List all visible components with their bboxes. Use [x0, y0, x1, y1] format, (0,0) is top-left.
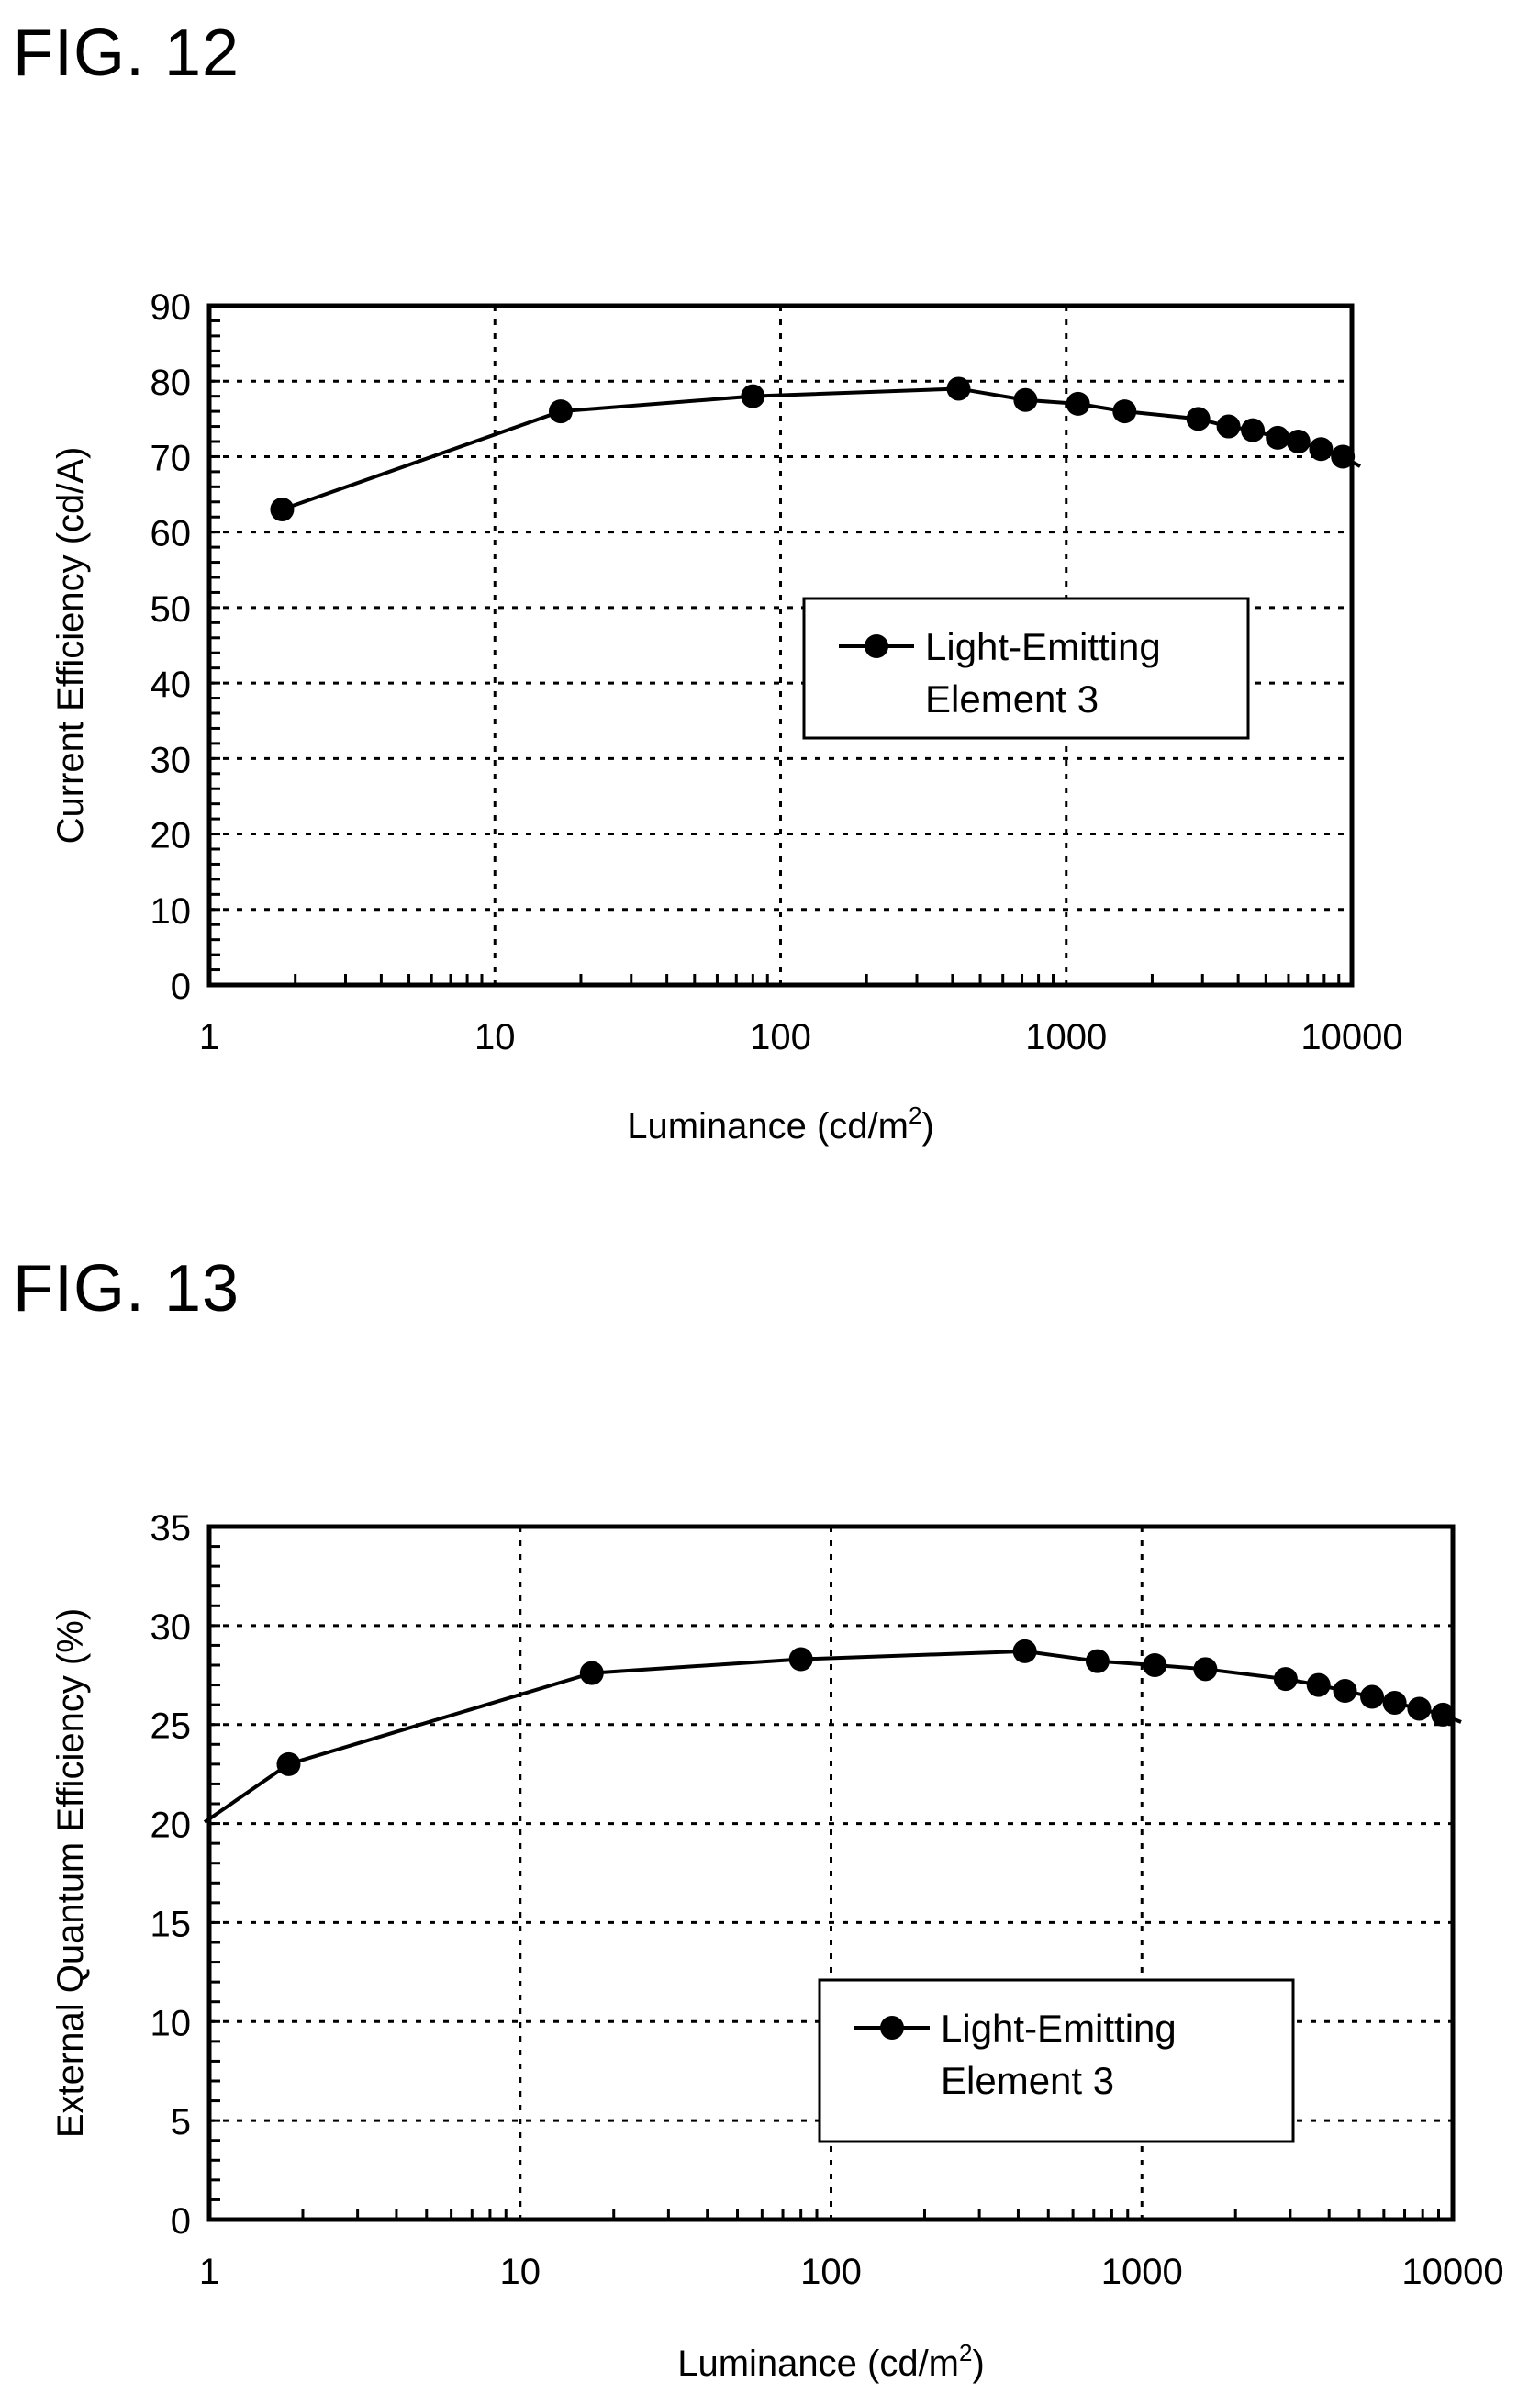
legend: Light-Emitting Element 3	[818, 1978, 1295, 2143]
data-point	[1286, 430, 1311, 453]
data-point	[1193, 1657, 1218, 1682]
data-point	[1085, 1649, 1110, 1673]
data-point	[1360, 1684, 1385, 1709]
data-point	[1143, 1653, 1167, 1677]
x-tick-label: 1	[199, 2252, 219, 2292]
y-tick-label: 30	[151, 1607, 192, 1648]
y-tick-label: 0	[171, 2201, 191, 2242]
x-tick-label: 100	[800, 2252, 862, 2292]
data-point	[1241, 418, 1266, 442]
data-point	[741, 384, 765, 408]
y-tick-label: 35	[151, 1508, 192, 1549]
y-axis-label: External Quantum Efficiency (%)	[50, 1608, 91, 2138]
data-point	[1112, 399, 1137, 424]
y-tick-label: 30	[151, 740, 192, 780]
x-tick-label: 1	[199, 1017, 219, 1057]
legend-label: Light-Emitting	[925, 625, 1161, 668]
data-point	[1431, 1702, 1456, 1727]
data-point	[1309, 437, 1334, 462]
y-tick-label: 90	[151, 287, 192, 328]
x-tick-label: 100	[750, 1017, 811, 1057]
y-tick-label: 20	[151, 1806, 192, 1846]
series-line	[203, 1649, 1462, 1824]
plot-frame	[206, 1524, 1456, 2222]
chart-current-efficiency: 0 10 20 30 40 50 60 70 80 90 1 10 100 1000 10000 Lumina…	[50, 287, 1403, 1147]
x-tick-label: 1000	[1025, 1017, 1107, 1057]
y-tick-label: 5	[171, 2102, 191, 2142]
data-point	[1012, 1639, 1037, 1663]
data-point	[946, 376, 971, 401]
data-point	[270, 498, 295, 521]
legend-marker	[865, 634, 888, 658]
data-point	[1266, 425, 1290, 450]
x-tick-label: 10	[500, 2252, 541, 2292]
y-tick-label: 70	[151, 438, 192, 478]
data-point	[1382, 1690, 1407, 1715]
legend: Light-Emitting Element 3	[802, 597, 1250, 740]
y-tick-label: 40	[151, 665, 192, 705]
legend-label-line2: Element 3	[941, 2059, 1114, 2102]
y-tick-label: 80	[151, 363, 192, 403]
y-tick-label: 60	[151, 514, 192, 554]
data-point	[1186, 407, 1211, 431]
y-tick-label: 10	[151, 2003, 192, 2043]
data-point	[1333, 1679, 1357, 1704]
x-tick-label: 1000	[1101, 2252, 1183, 2292]
x-tick-label: 10000	[1300, 1017, 1402, 1057]
y-tick-label: 0	[171, 967, 191, 1007]
legend-label-line2: Element 3	[925, 677, 1099, 721]
series-light-emitting-element-3	[270, 376, 1361, 521]
data-point	[1066, 391, 1090, 416]
data-point	[548, 399, 573, 424]
figure-label-13: FIG. 13	[13, 1252, 240, 1326]
data-point	[1013, 387, 1038, 412]
y-tick-label: 20	[151, 816, 192, 856]
x-tick-label: 10000	[1401, 2252, 1503, 2292]
y-tick-label: 10	[151, 891, 192, 932]
x-axis-label: Luminance (cd/m2)	[677, 2339, 985, 2384]
x-axis-label: Luminance (cd/m2)	[627, 1102, 934, 1147]
legend-marker	[880, 2016, 904, 2040]
data-point	[1306, 1672, 1331, 1697]
legend-box	[818, 1978, 1295, 2143]
data-point	[788, 1647, 813, 1672]
series-line	[281, 386, 1361, 511]
data-point	[1407, 1696, 1432, 1721]
series-light-emitting-element-3	[203, 1639, 1462, 1824]
data-point	[1331, 444, 1356, 469]
plot-frame	[206, 303, 1355, 988]
figure-label-12: FIG. 12	[13, 17, 240, 90]
data-point	[1273, 1667, 1298, 1692]
y-tick-label: 50	[151, 589, 192, 630]
chart-external-quantum-efficiency: 0 5 10 15 20 25 30 35 1 10 100 1000 10000 Luminance (…	[50, 1508, 1504, 2384]
legend-label: Light-Emitting	[941, 2007, 1177, 2050]
x-tick-label: 10	[474, 1017, 516, 1057]
data-point	[1216, 414, 1241, 439]
data-point	[579, 1661, 604, 1685]
legend-box	[802, 597, 1250, 740]
data-point	[276, 1751, 301, 1776]
y-tick-label: 25	[151, 1706, 192, 1747]
y-axis-label: Current Efficiency (cd/A)	[50, 447, 91, 845]
y-tick-label: 15	[151, 1904, 192, 1944]
